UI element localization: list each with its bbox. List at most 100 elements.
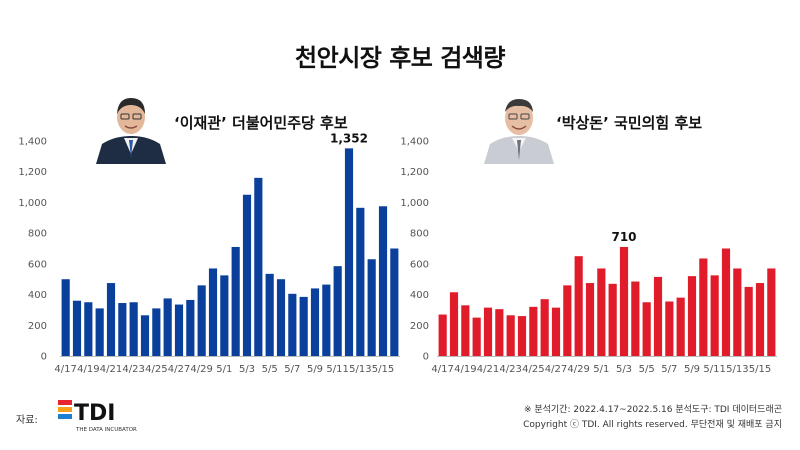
left-x-tick-label: 5/15 <box>372 364 394 375</box>
left-bar <box>152 308 161 356</box>
left-y-tick-label: 600 <box>28 259 47 270</box>
right-bar <box>506 315 515 356</box>
left-x-tick-label: 4/21 <box>100 364 122 375</box>
right-y-tick-label: 1,400 <box>400 137 429 148</box>
left-bar <box>174 304 184 356</box>
left-bar <box>220 275 229 356</box>
right-x-tick-label: 4/19 <box>454 364 476 375</box>
chart-title-left: ‘이재관’ 더불어민주당 후보 <box>174 114 348 132</box>
left-x-tick-label: 5/3 <box>239 364 255 375</box>
left-bar <box>242 194 252 356</box>
right-bar <box>529 306 538 356</box>
left-bar <box>333 266 342 356</box>
left-bar <box>254 177 263 356</box>
right-bar <box>585 283 595 356</box>
left-y-tick-label: 1,000 <box>18 198 47 209</box>
right-bar <box>461 305 470 356</box>
analysis-period: ※ 분석기간: 2022.4.17~2022.5.16 분석도구: TDI 데이… <box>523 405 782 415</box>
right-y-tick-label: 1,200 <box>400 167 429 178</box>
right-bar <box>755 283 765 356</box>
right-x-tick-label: 5/11 <box>703 364 725 375</box>
candidate-photo-left <box>94 88 168 164</box>
left-x-tick-label: 5/1 <box>216 364 232 375</box>
chart-title-right: ‘박상돈’ 국민의힘 후보 <box>556 114 703 132</box>
right-x-tick-label: 5/3 <box>616 364 632 375</box>
right-bar <box>653 276 663 356</box>
left-y-tick-label: 200 <box>28 321 47 332</box>
page-title: 천안시장 후보 검색량 <box>295 44 505 72</box>
right-bar <box>687 276 697 356</box>
left-bar <box>288 293 297 356</box>
right-bar <box>574 256 583 356</box>
right-bar <box>551 307 561 356</box>
person-portrait-icon <box>94 88 168 164</box>
right-x-tick-label: 4/23 <box>499 364 521 375</box>
right-x-tick-label: 4/29 <box>567 364 589 375</box>
right-bar <box>665 301 674 356</box>
left-y-tick-label: 800 <box>28 229 47 240</box>
right-bar <box>597 268 606 356</box>
left-x-tick-label: 4/29 <box>190 364 212 375</box>
left-x-tick-label: 5/11 <box>326 364 348 375</box>
tdi-logo: TDI THE DATA INCUBATOR <box>58 400 137 433</box>
right-x-tick-label: 5/5 <box>639 364 655 375</box>
right-bar <box>517 316 527 356</box>
right-x-tick-label: 5/13 <box>726 364 748 375</box>
right-bar <box>495 309 504 356</box>
left-bar <box>118 303 127 356</box>
left-bar <box>197 285 206 356</box>
right-bar <box>563 285 572 356</box>
right-x-tick-label: 4/17 <box>431 364 453 375</box>
left-x-tick-label: 4/19 <box>77 364 99 375</box>
right-y-tick-label: 800 <box>410 229 429 240</box>
right-y-tick-label: 200 <box>410 321 429 332</box>
left-x-tick-label: 5/7 <box>284 364 300 375</box>
left-x-tick-label: 5/13 <box>349 364 371 375</box>
right-x-tick-label: 5/15 <box>749 364 771 375</box>
left-x-tick-label: 5/9 <box>307 364 323 375</box>
right-y-tick-label: 600 <box>410 259 429 270</box>
right-bar <box>699 258 708 356</box>
right-y-tick-label: 400 <box>410 290 429 301</box>
left-bar <box>276 279 286 356</box>
left-bar <box>61 279 70 356</box>
right-bar <box>438 314 447 356</box>
right-bar <box>744 286 753 356</box>
left-bar <box>231 246 240 356</box>
right-bar <box>472 317 481 356</box>
right-bar <box>483 307 493 356</box>
copyright: Copyright ⓒ TDI. All rights reserved. 무단… <box>523 420 782 430</box>
left-bar <box>84 302 93 356</box>
left-bar <box>129 302 138 356</box>
left-x-tick-label: 4/25 <box>145 364 167 375</box>
right-x-tick-label: 4/21 <box>477 364 499 375</box>
right-x-tick-label: 4/25 <box>522 364 544 375</box>
right-bar <box>619 246 629 356</box>
left-bar <box>367 259 376 356</box>
left-x-tick-label: 5/5 <box>262 364 278 375</box>
left-bar <box>322 284 331 356</box>
left-peak-label: 1,352 <box>330 131 368 145</box>
right-x-tick-label: 5/1 <box>593 364 609 375</box>
source-label: 자료: <box>16 415 38 426</box>
right-bar <box>767 268 776 356</box>
logo-subtext: THE DATA INCUBATOR <box>75 427 137 433</box>
left-bar <box>186 299 195 356</box>
person-portrait-icon <box>482 88 556 164</box>
right-y-tick-label: 0 <box>423 352 429 363</box>
left-bar <box>106 283 116 356</box>
left-y-tick-label: 400 <box>28 290 47 301</box>
right-x-tick-label: 5/7 <box>661 364 677 375</box>
left-y-tick-label: 0 <box>41 352 47 363</box>
right-bar <box>710 275 719 356</box>
right-peak-label: 710 <box>611 230 636 244</box>
left-bar <box>163 298 172 356</box>
left-bar <box>208 268 218 356</box>
right-bar <box>540 299 549 356</box>
left-bar <box>356 207 365 356</box>
candidate-photo-right <box>482 88 556 164</box>
right-x-tick-label: 4/27 <box>545 364 567 375</box>
right-bar <box>449 292 459 356</box>
